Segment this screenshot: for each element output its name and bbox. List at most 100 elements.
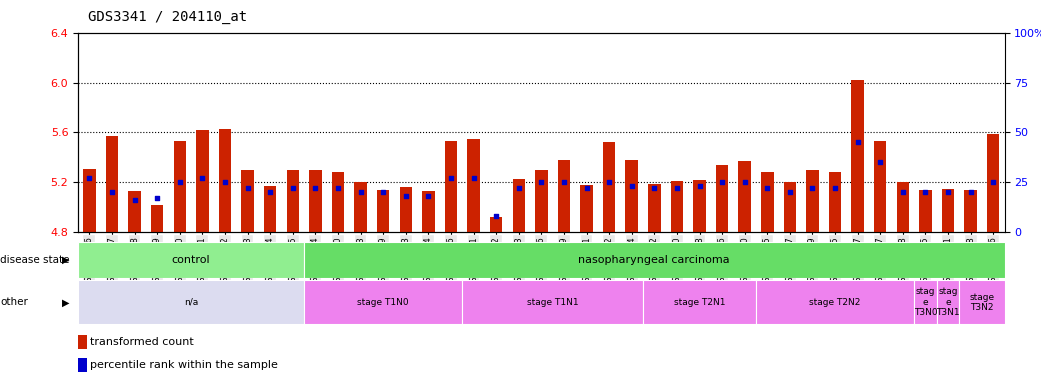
Point bbox=[81, 175, 98, 182]
Point bbox=[985, 179, 1001, 185]
Point bbox=[601, 179, 617, 185]
Bar bbox=[78, 242, 304, 278]
Bar bbox=[304, 242, 1005, 278]
Text: percentile rank within the sample: percentile rank within the sample bbox=[91, 360, 278, 370]
Point bbox=[556, 179, 573, 185]
Point bbox=[352, 189, 369, 195]
Bar bbox=[643, 280, 756, 324]
Bar bbox=[649, 184, 661, 232]
Bar bbox=[535, 170, 548, 232]
Bar bbox=[580, 185, 592, 232]
Bar bbox=[829, 172, 841, 232]
Bar bbox=[196, 130, 208, 232]
Bar bbox=[83, 169, 96, 232]
Point bbox=[465, 175, 482, 182]
Bar bbox=[219, 129, 231, 232]
Point bbox=[194, 175, 210, 182]
Bar bbox=[670, 181, 683, 232]
Bar bbox=[603, 142, 615, 232]
Text: stag
e
T3N1: stag e T3N1 bbox=[936, 288, 960, 317]
Bar bbox=[919, 190, 932, 232]
Bar bbox=[286, 170, 299, 232]
Text: n/a: n/a bbox=[184, 298, 198, 307]
Point bbox=[104, 189, 121, 195]
Bar bbox=[960, 280, 1005, 324]
Bar bbox=[78, 358, 87, 372]
Point bbox=[917, 189, 934, 195]
Bar bbox=[264, 186, 276, 232]
Bar bbox=[784, 182, 796, 232]
Bar bbox=[151, 205, 163, 232]
Text: control: control bbox=[172, 255, 210, 265]
Text: stage
T3N2: stage T3N2 bbox=[969, 293, 994, 312]
Point bbox=[872, 159, 889, 166]
Point bbox=[736, 179, 753, 185]
Text: ▶: ▶ bbox=[61, 255, 70, 265]
Bar bbox=[756, 280, 914, 324]
Bar bbox=[490, 217, 503, 232]
Point bbox=[804, 185, 820, 192]
Point bbox=[398, 193, 414, 199]
Point bbox=[488, 213, 505, 219]
Bar bbox=[964, 190, 976, 232]
Point bbox=[894, 189, 911, 195]
Bar bbox=[400, 187, 412, 232]
Bar bbox=[304, 280, 462, 324]
Bar bbox=[512, 179, 525, 232]
Bar bbox=[807, 170, 818, 232]
Point bbox=[375, 189, 391, 195]
Point bbox=[962, 189, 979, 195]
Bar bbox=[332, 172, 345, 232]
Text: stage T1N0: stage T1N0 bbox=[357, 298, 409, 307]
Point bbox=[624, 183, 640, 189]
Bar bbox=[852, 80, 864, 232]
Point bbox=[849, 139, 866, 146]
Text: stage T2N2: stage T2N2 bbox=[810, 298, 861, 307]
Point bbox=[533, 179, 550, 185]
Bar bbox=[738, 161, 751, 232]
Bar bbox=[942, 189, 955, 232]
Text: disease state: disease state bbox=[0, 255, 70, 265]
Point bbox=[510, 185, 527, 192]
Point bbox=[217, 179, 233, 185]
Point bbox=[172, 179, 188, 185]
Text: other: other bbox=[0, 297, 28, 308]
Text: GDS3341 / 204110_at: GDS3341 / 204110_at bbox=[88, 10, 248, 23]
Point bbox=[420, 193, 436, 199]
Bar bbox=[174, 141, 186, 232]
Bar bbox=[874, 141, 887, 232]
Bar bbox=[626, 160, 638, 232]
Point bbox=[691, 183, 708, 189]
Bar bbox=[937, 280, 960, 324]
Bar bbox=[761, 172, 773, 232]
Bar bbox=[128, 191, 141, 232]
Text: stag
e
T3N0: stag e T3N0 bbox=[914, 288, 937, 317]
Bar bbox=[445, 141, 457, 232]
Point bbox=[239, 185, 256, 192]
Point bbox=[126, 197, 143, 204]
Point bbox=[442, 175, 459, 182]
Point bbox=[578, 185, 594, 192]
Bar bbox=[914, 280, 937, 324]
Point bbox=[149, 195, 166, 202]
Point bbox=[646, 185, 663, 192]
Bar bbox=[309, 170, 322, 232]
Bar bbox=[462, 280, 643, 324]
Text: stage T1N1: stage T1N1 bbox=[527, 298, 579, 307]
Bar bbox=[78, 280, 304, 324]
Bar bbox=[693, 180, 706, 232]
Point bbox=[668, 185, 685, 192]
Bar bbox=[987, 134, 999, 232]
Bar bbox=[716, 165, 729, 232]
Bar bbox=[78, 335, 87, 349]
Bar bbox=[377, 190, 389, 232]
Text: nasopharyngeal carcinoma: nasopharyngeal carcinoma bbox=[579, 255, 730, 265]
Bar bbox=[242, 170, 254, 232]
Point bbox=[940, 189, 957, 195]
Point bbox=[782, 189, 798, 195]
Point bbox=[307, 185, 324, 192]
Bar bbox=[467, 139, 480, 232]
Point bbox=[262, 189, 279, 195]
Point bbox=[759, 185, 776, 192]
Point bbox=[284, 185, 301, 192]
